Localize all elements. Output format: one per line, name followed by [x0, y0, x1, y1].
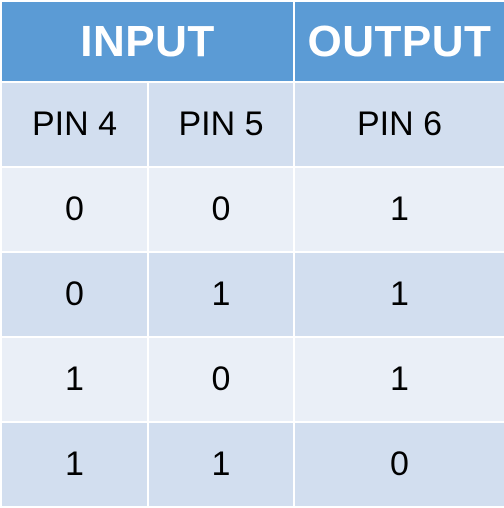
table-cell: 1: [0, 336, 149, 423]
table-cell: 0: [293, 421, 504, 508]
table-cell: 1: [0, 421, 149, 508]
table-row: 1 1 0: [0, 421, 504, 508]
table-cell: 1: [147, 421, 295, 508]
input-group-header: INPUT: [0, 0, 295, 83]
column-header-pin-6: PIN 6: [293, 81, 504, 168]
table-row: 1 0 1: [0, 336, 504, 423]
table-cell: 1: [293, 251, 504, 338]
column-header-row: PIN 4 PIN 5 PIN 6: [0, 81, 504, 168]
output-group-header: OUTPUT: [293, 0, 504, 83]
table-cell: 0: [0, 251, 149, 338]
group-header-row: INPUT OUTPUT: [0, 0, 504, 83]
table-cell: 1: [293, 166, 504, 253]
table-cell: 1: [147, 251, 295, 338]
column-header-pin-5: PIN 5: [147, 81, 295, 168]
table-cell: 1: [293, 336, 504, 423]
table-row: 0 0 1: [0, 166, 504, 253]
table-cell: 0: [0, 166, 149, 253]
column-header-pin-4: PIN 4: [0, 81, 149, 168]
table-cell: 0: [147, 166, 295, 253]
table-cell: 0: [147, 336, 295, 423]
table-row: 0 1 1: [0, 251, 504, 338]
